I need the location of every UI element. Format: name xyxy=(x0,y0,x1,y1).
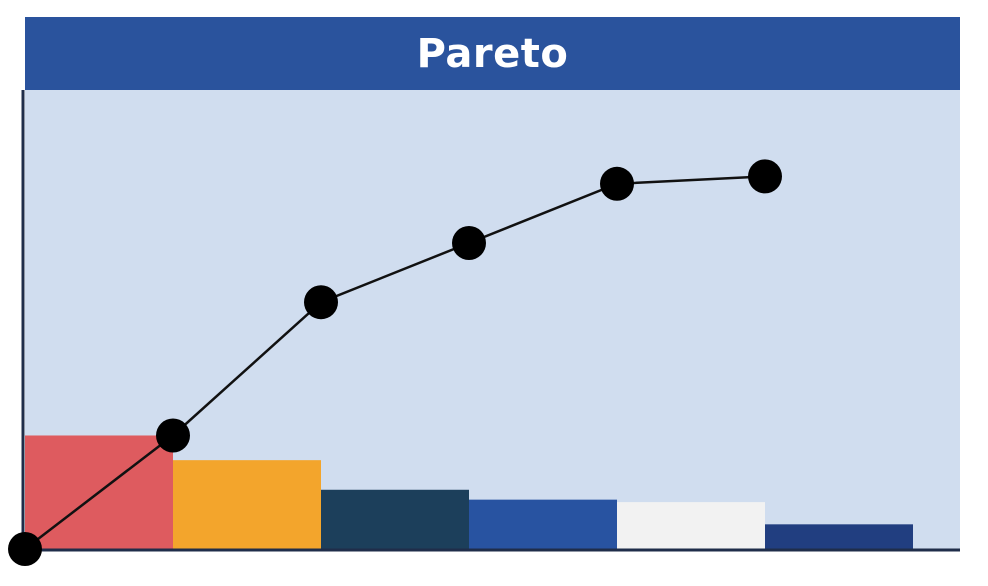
cumulative-point-4 xyxy=(452,226,486,260)
cumulative-points xyxy=(8,159,782,566)
bar-4 xyxy=(469,499,617,549)
cumulative-point-5 xyxy=(600,166,634,201)
bar-5 xyxy=(617,502,765,549)
cumulative-point-2 xyxy=(156,418,190,453)
cumulative-point-6 xyxy=(748,159,782,194)
bar-6 xyxy=(765,524,913,549)
cumulative-point-3 xyxy=(304,285,338,320)
cumulative-line xyxy=(24,175,766,550)
cumulative-point-1 xyxy=(8,532,42,566)
chart-title: Pareto xyxy=(25,17,960,90)
bar-3 xyxy=(321,489,469,549)
bar-2 xyxy=(173,460,321,549)
